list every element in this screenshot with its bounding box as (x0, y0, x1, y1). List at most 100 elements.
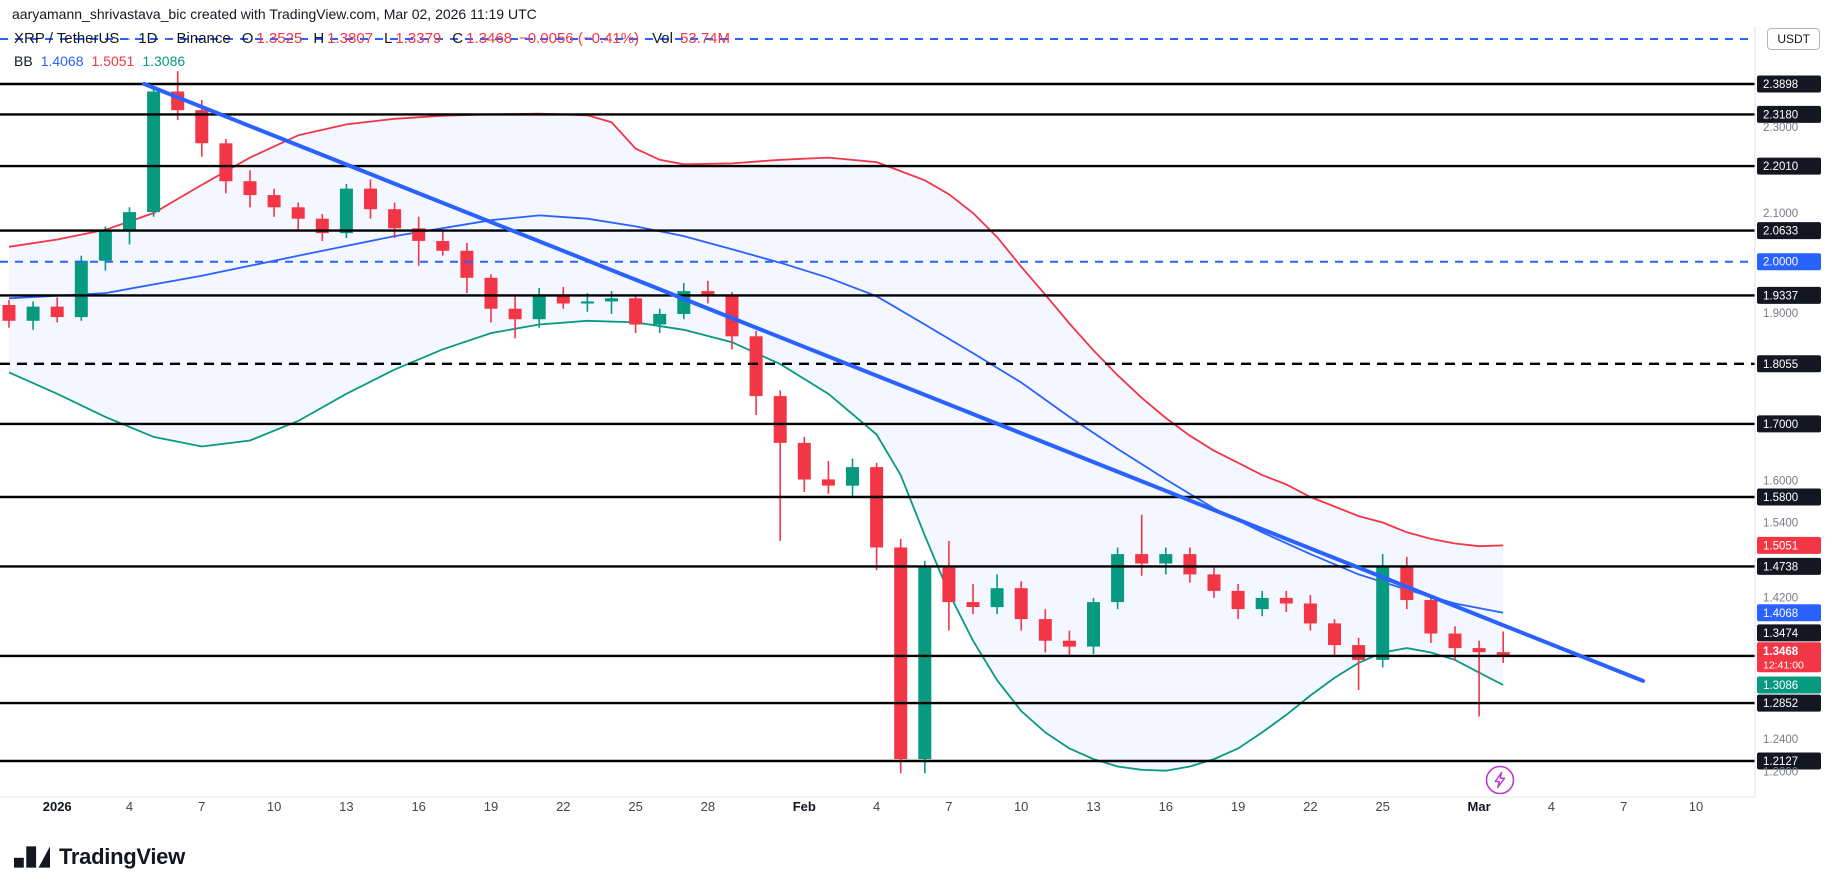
trendline[interactable] (142, 81, 1645, 683)
candle-Dec 30 (2, 305, 16, 321)
candle-Jan 7 (195, 110, 209, 144)
candle-Feb 23 (1328, 623, 1341, 646)
bb-upper-value: 1.5051 (91, 53, 135, 69)
candle-Jan 21 (532, 296, 546, 320)
price-badge-label: 2.2010 (1763, 161, 1798, 173)
price-badge-label: 1.3474 (1763, 628, 1799, 640)
time-axis-label: 16 (411, 799, 425, 814)
candle-Feb 27 (1424, 600, 1438, 634)
candle-Feb 7 (942, 567, 956, 603)
symbol-name: XRP / TetherUS (14, 30, 120, 47)
time-axis-label: 22 (1303, 799, 1317, 814)
time-axis-label: 4 (873, 799, 880, 814)
price-axis-label: 1.4200 (1763, 593, 1798, 605)
price-badge-label: 1.2852 (1763, 698, 1798, 710)
volume-label: Vol (652, 30, 673, 47)
price-badge-label: 1.9337 (1763, 290, 1798, 302)
flash-circle (1485, 765, 1515, 795)
candle-Mar 1 (1472, 648, 1486, 653)
time-axis-label: 25 (1375, 799, 1389, 814)
close-label: C (452, 30, 464, 47)
price-badge-label: 1.5051 (1763, 540, 1798, 552)
candle-Jan 22 (556, 296, 570, 304)
tradingview-wordmark: TradingView (59, 844, 185, 869)
candle-Jan 26 (653, 313, 667, 325)
price-axis-label: 1.5400 (1763, 518, 1798, 530)
price-badge-label: 1.4068 (1763, 608, 1798, 620)
price-badge (1757, 624, 1821, 642)
candle-Jan 9 (243, 181, 257, 196)
candle-Jan 23 (580, 301, 594, 304)
candle-Feb 28 (1448, 633, 1462, 649)
current-price-label: 1.3468 (1763, 646, 1799, 658)
change-value: −0.0056 (−0.41%) (519, 30, 640, 47)
price-badge-label: 1.8055 (1763, 359, 1798, 371)
price-badge-label: 2.3180 (1763, 109, 1798, 121)
candle-Mar 2 (1496, 652, 1510, 657)
candle-Feb 11 (1038, 619, 1052, 641)
low-value: 1.3379 (395, 30, 442, 47)
volume-value: 53.74M (679, 30, 731, 47)
price-axis-label: 2.3000 (1763, 122, 1798, 134)
horizontal-price-lines[interactable] (0, 38, 1755, 763)
bb-upper-line (8, 112, 1504, 548)
currency-toggle[interactable]: USDT (1767, 28, 1820, 50)
time-axis-label: 10 (1689, 799, 1703, 814)
candle-Feb 8 (966, 602, 980, 607)
price-badge (1757, 415, 1821, 433)
candle-Feb 16 (1159, 554, 1173, 564)
time-axis-label: 7 (1620, 799, 1627, 814)
price-badge (1757, 676, 1821, 694)
candle-Feb 13 (1087, 602, 1100, 647)
time-axis-label: 19 (484, 799, 498, 814)
price-badge-label: 1.4738 (1763, 561, 1798, 573)
candle-Feb 6 (918, 567, 932, 760)
price-badge (1757, 694, 1821, 712)
candle-Feb 24 (1352, 645, 1366, 660)
candle-Feb 15 (1135, 554, 1149, 564)
candle-Feb 26 (1400, 565, 1414, 600)
tradingview-mark-icon (14, 846, 50, 868)
separator: · (164, 30, 170, 47)
candle-Jan 28 (701, 291, 715, 297)
low-label: L (384, 30, 393, 47)
candle-Feb 20 (1255, 597, 1269, 610)
candle-Jan 10 (267, 195, 281, 208)
time-axis-label: 10 (1014, 799, 1028, 814)
bb-indicator-label: BB (14, 53, 33, 69)
candle-Feb 19 (1231, 590, 1245, 610)
candle-Jan 2 (74, 260, 88, 318)
price-badge (1757, 557, 1821, 575)
candle-Jan 15 (388, 209, 402, 229)
price-badge-label: 1.3086 (1763, 680, 1798, 692)
price-badge (1757, 222, 1821, 240)
tradingview-logo[interactable]: TradingView (14, 843, 185, 871)
candle-Feb 9 (990, 588, 1004, 608)
price-badge-label: 1.7000 (1763, 419, 1798, 431)
open-value: 1.3525 (256, 30, 303, 47)
price-badge (1757, 604, 1821, 622)
candle-Feb 5 (894, 547, 908, 760)
flash-icon[interactable] (1484, 764, 1516, 796)
price-badge (1757, 286, 1821, 304)
interval-label: 1D (138, 30, 158, 47)
time-axis-label: Feb (793, 799, 816, 814)
candle-Jan 5 (147, 91, 161, 213)
price-badge (1757, 75, 1821, 93)
time-axis-label: 22 (556, 799, 570, 814)
bb-lower-line (8, 319, 1504, 772)
high-label: H (313, 30, 325, 47)
price-badge-label: 2.3898 (1763, 79, 1798, 91)
time-axis[interactable]: 2026 4 7 10 13 16 19 22 25 28 Feb 4 7 10 13 16 19 22 25 Mar… (43, 799, 1703, 814)
time-axis-label: 28 (701, 799, 715, 814)
candle-Jan 19 (484, 277, 498, 309)
current-price-badge (1757, 642, 1821, 673)
candle-Feb 1 (797, 442, 811, 480)
candle-Feb 4 (870, 467, 884, 548)
candle-Feb 10 (1014, 588, 1028, 620)
candle-Feb 2 (821, 479, 835, 486)
price-badge-label: 2.0633 (1763, 226, 1798, 238)
price-badge-label: 2.0000 (1763, 257, 1798, 269)
